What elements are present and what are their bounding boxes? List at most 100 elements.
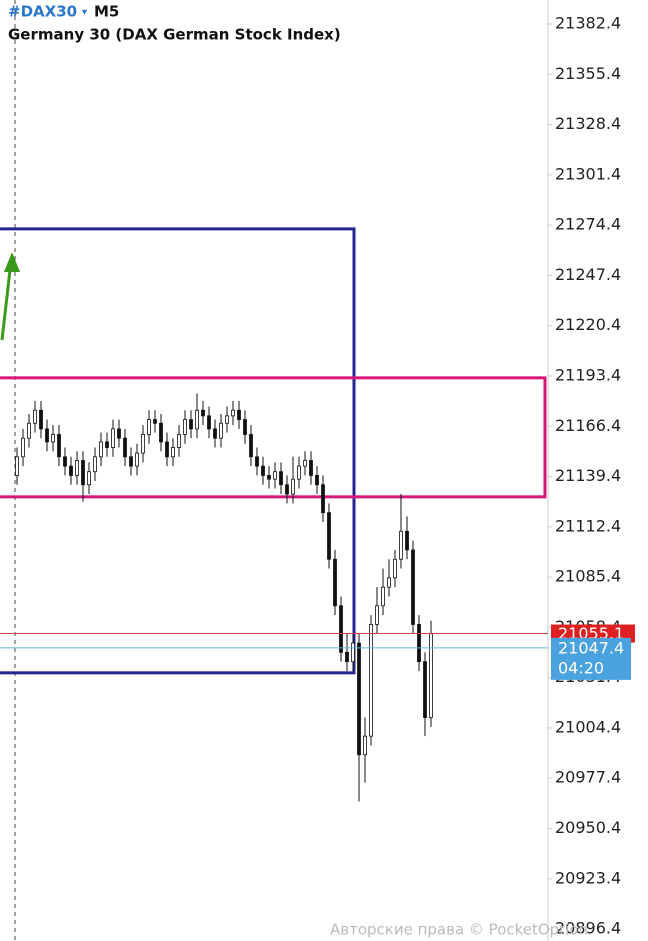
candle-body [225,415,229,424]
candle [135,443,139,476]
candle [381,568,385,616]
candle [159,413,163,452]
candle-body [15,456,19,476]
candle [237,400,241,429]
candle-body [339,605,343,653]
candle [351,633,355,671]
candle-body [303,460,307,467]
candle-body [171,447,175,458]
candle-body [255,456,259,467]
candle-body [381,586,385,607]
candle [417,615,421,671]
candle [303,451,307,476]
candle-body [369,624,373,737]
candle-body [297,465,301,480]
candle [39,400,43,439]
candle-body [231,409,235,417]
candle [423,652,427,737]
candle-body [51,434,55,443]
candle-body [285,484,289,495]
candle [231,400,235,426]
candle-body [327,512,331,560]
candle-body [63,456,67,467]
last-price-tag [551,637,631,680]
candle [57,425,61,467]
candle-body [273,471,277,480]
candle [267,466,271,489]
y-tick-label: 21004.4 [555,717,621,736]
candle [213,419,217,448]
candle [27,413,31,448]
y-tick-label: 20923.4 [555,868,621,887]
candle-body [69,465,73,476]
candle [345,633,349,671]
candle-body [147,419,151,435]
candle-body [213,428,217,439]
candle-body [375,605,379,625]
instrument-name: Germany 30 (DAX German Stock Index) [8,26,341,44]
y-tick-label: 21382.4 [555,14,621,33]
candle [369,615,373,746]
candle [105,432,109,457]
candle [99,432,103,467]
candle-body [387,577,391,588]
candle [75,451,79,485]
candle-body [129,456,133,467]
y-tick-label: 21085.4 [555,567,621,586]
candle-body [321,484,325,514]
y-tick-label: 21139.4 [555,466,621,485]
candle-body [417,624,421,663]
candle-body [81,460,85,486]
candle [201,400,205,426]
candle-body [165,441,169,458]
trend-arrow-head [4,252,20,272]
timeframe[interactable]: M5 [94,3,119,21]
candle [339,596,343,662]
candle-body [351,642,355,663]
candle [153,410,157,433]
candle [51,425,55,452]
candle [387,559,391,597]
y-tick-label: 21247.4 [555,265,621,284]
last-price-label: 21047.4 [558,638,624,657]
candle-body [117,428,121,439]
candle-body [333,558,337,607]
candle [69,456,73,485]
candle-body [423,661,427,718]
candle-body [315,475,319,486]
candle-body [405,530,409,551]
candle-body [99,441,103,458]
candle-body [159,422,163,443]
candle [63,447,67,476]
candle-body [429,633,433,718]
candle [297,456,301,489]
candle [177,425,181,457]
candle [141,425,145,463]
candle-body [249,434,253,458]
symbol[interactable]: #DAX30 [8,3,77,21]
candle-timer: 04:20 [558,658,604,677]
candle-body [411,549,415,625]
candle-body [207,415,211,430]
trend-arrow [0,269,12,341]
candle-body [45,428,49,443]
y-tick-label: 21301.4 [555,164,621,183]
y-tick-label: 20977.4 [555,768,621,787]
candle [129,447,133,476]
candle [399,494,403,569]
candle-body [141,434,145,454]
candle-body [363,735,367,756]
candle [219,413,223,448]
symbol-dropdown[interactable]: ▾ [82,7,87,18]
candle-body [111,428,115,448]
candle [111,419,115,457]
candle [357,633,361,802]
price-zone [0,227,356,675]
candle-body [357,642,361,756]
candle-body [123,437,127,458]
candle [165,432,169,467]
candle [93,447,97,482]
candle-body [135,452,139,467]
y-tick-label: 21166.4 [555,416,621,435]
